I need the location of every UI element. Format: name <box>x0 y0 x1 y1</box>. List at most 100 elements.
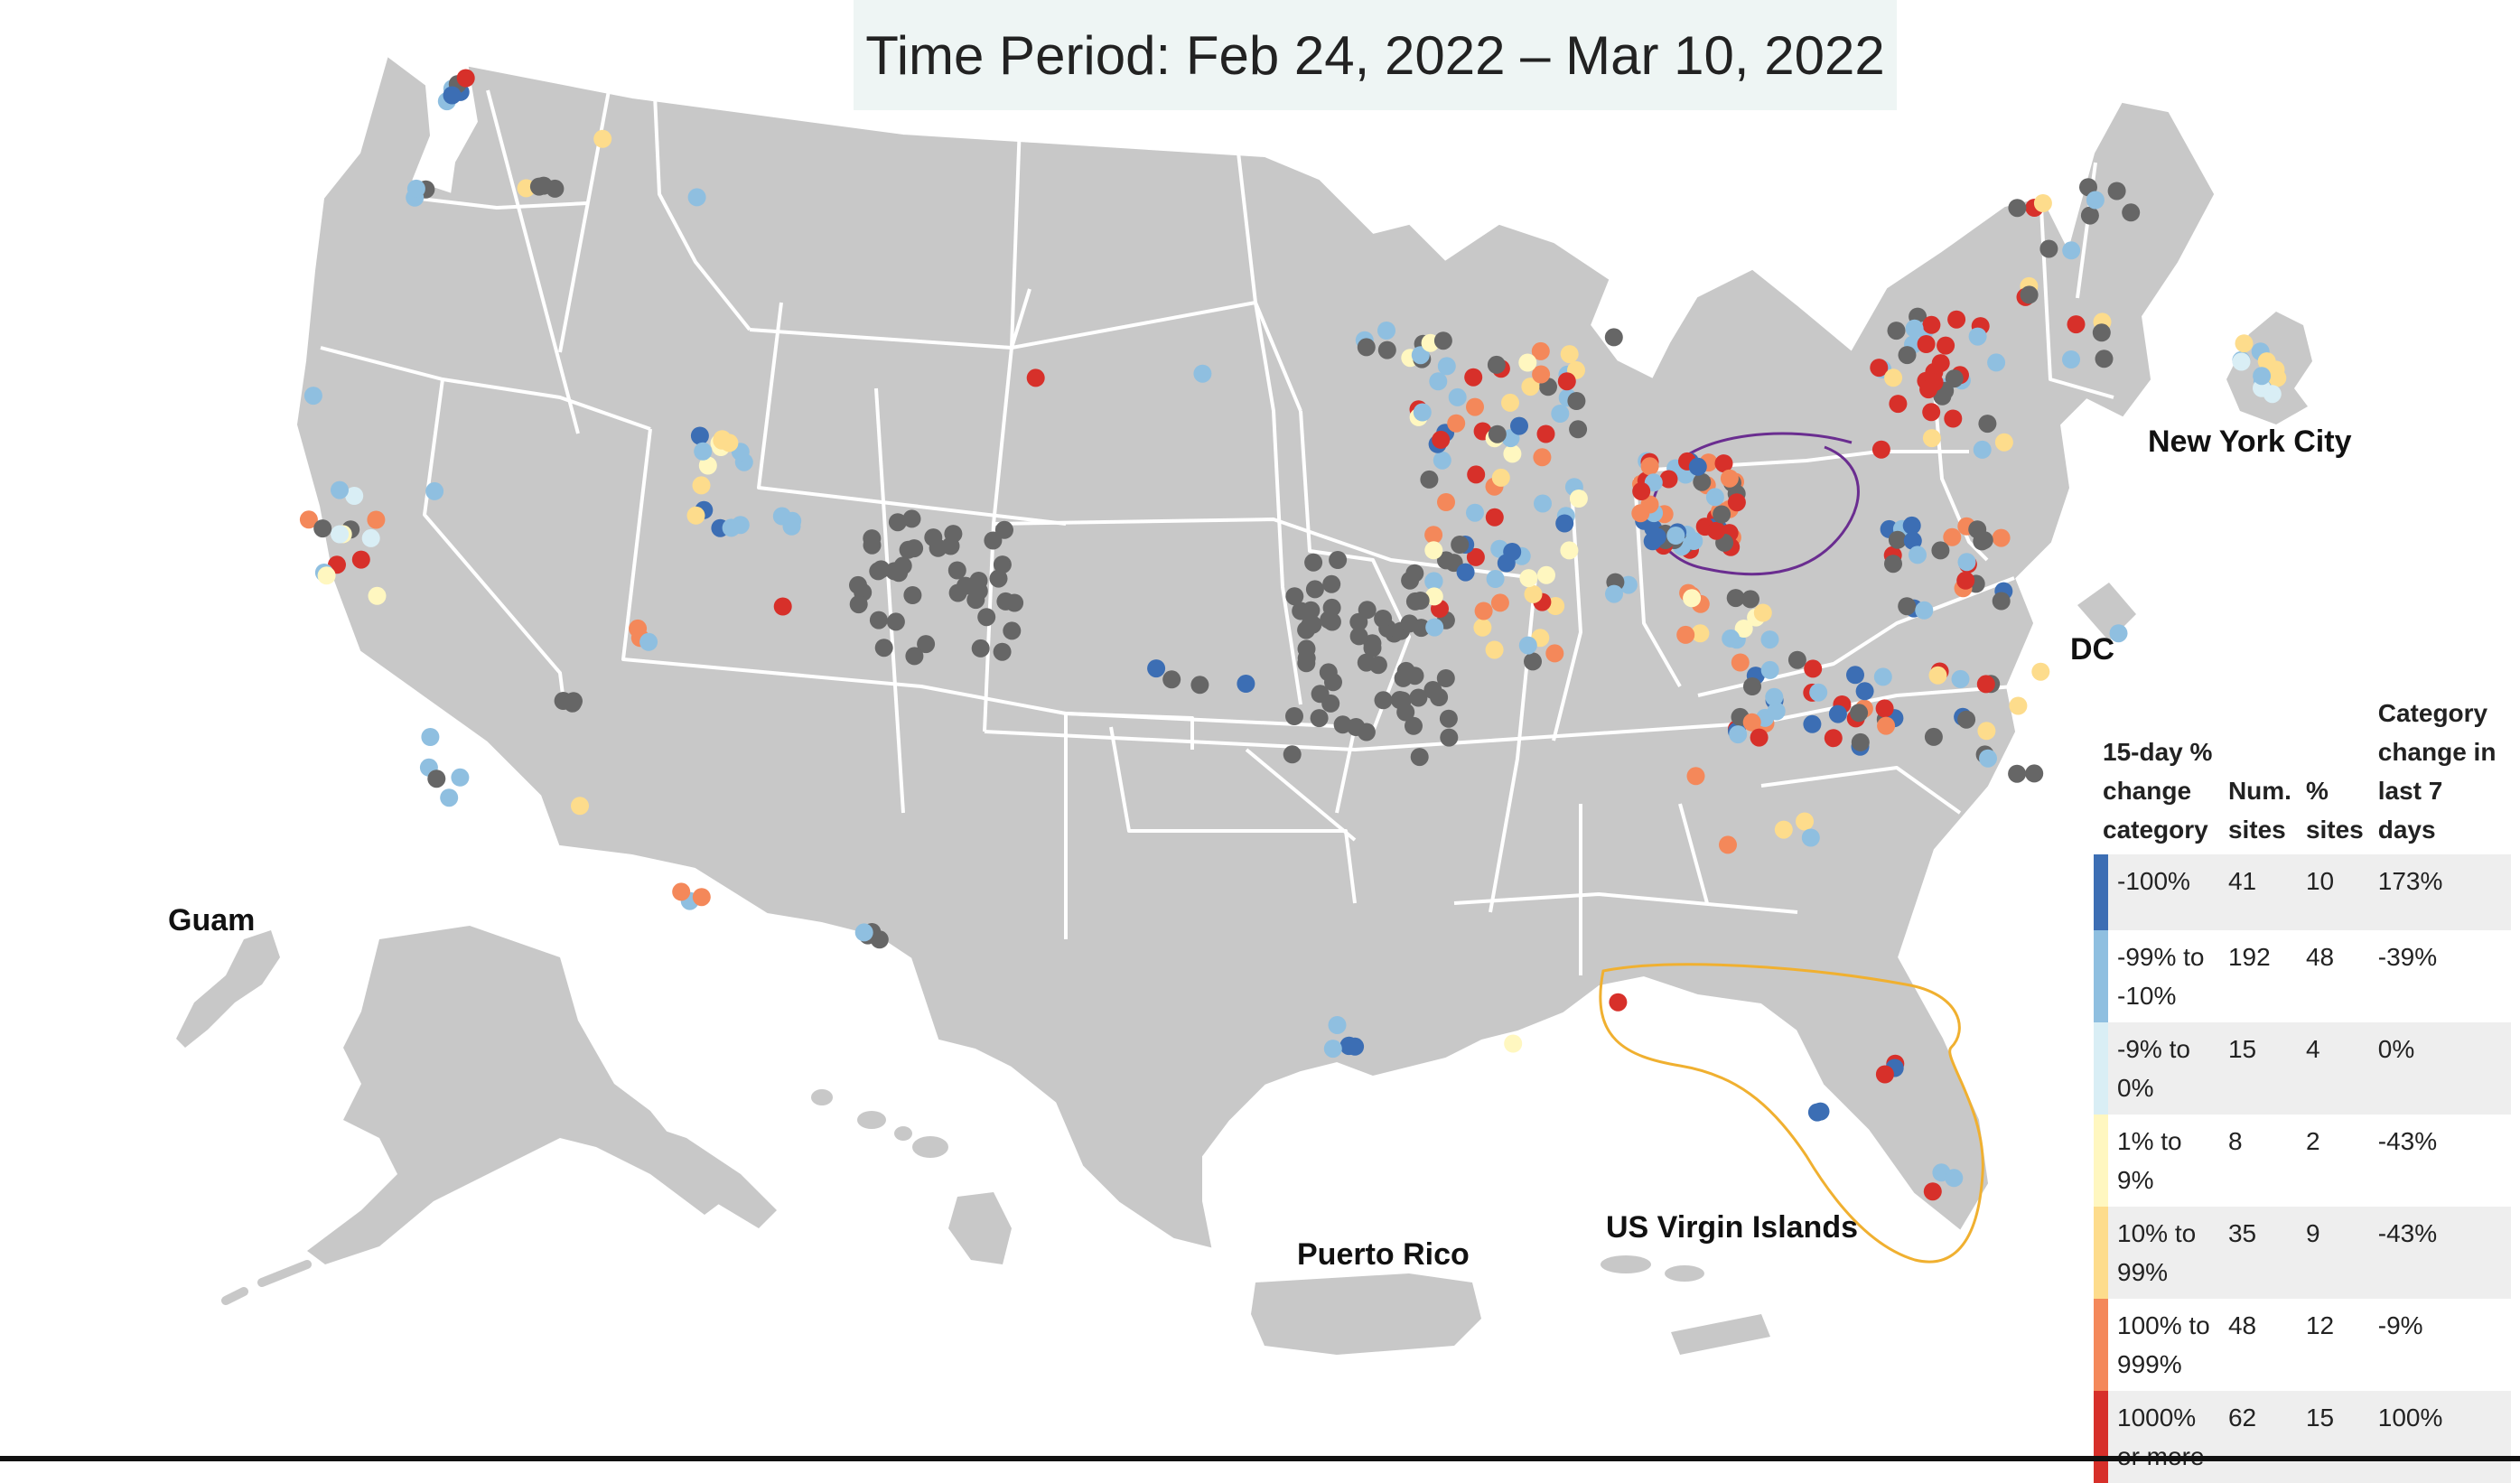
site-dot <box>1560 345 1579 364</box>
site-dot <box>1915 601 1934 620</box>
site-dot <box>903 586 922 604</box>
site-dot <box>1903 531 1922 550</box>
site-dot <box>971 639 990 658</box>
legend-color-swatch <box>2094 930 2108 1022</box>
site-dot <box>1743 677 1761 695</box>
site-dot <box>1753 603 1772 622</box>
legend-pct-sites: 4 <box>2296 1022 2369 1115</box>
site-dot <box>317 566 336 585</box>
site-dot <box>1902 516 1921 535</box>
site-dot <box>1569 420 1588 439</box>
site-dot <box>1931 541 1950 560</box>
site-dot <box>687 188 706 207</box>
site-dot <box>1464 368 1483 387</box>
site-dot <box>1405 564 1424 583</box>
site-dot <box>1357 653 1376 672</box>
site-dot <box>1787 650 1806 669</box>
site-dot <box>1957 553 1976 572</box>
site-dot <box>2109 624 2128 643</box>
site-dot <box>874 639 893 658</box>
site-dot <box>1420 470 1439 489</box>
site-dot <box>1357 338 1376 357</box>
site-dot <box>886 612 905 631</box>
site-dot <box>1968 520 1987 539</box>
site-dot <box>977 608 996 627</box>
site-dot <box>1605 584 1623 603</box>
site-dot <box>1519 569 1538 588</box>
site-dot <box>443 86 462 105</box>
site-dot <box>1923 1182 1942 1201</box>
site-dot <box>1968 327 1987 346</box>
legend-table: 15-day % change category Num. sites % si… <box>2094 694 2511 1483</box>
site-dot <box>989 569 1008 588</box>
site-dot <box>1425 618 1444 637</box>
legend-row: 100% to 999% 48 12 -9% <box>2094 1299 2511 1391</box>
site-dot <box>345 487 364 505</box>
legend-num-sites: 8 <box>2227 1127 2243 1155</box>
site-dot <box>698 456 717 475</box>
site-dot <box>1424 572 1443 591</box>
site-dot <box>1456 563 1475 582</box>
site-dot <box>1323 1040 1342 1059</box>
site-dot <box>1374 610 1393 628</box>
site-dot <box>1765 687 1784 706</box>
site-dot <box>1727 493 1746 512</box>
legend-num-sites: 35 <box>2218 1207 2297 1299</box>
legend-row: 1000% or more6215100% <box>2094 1391 2511 1483</box>
site-dot <box>1957 710 1976 729</box>
site-dot <box>1722 629 1741 648</box>
site-dot <box>368 586 387 605</box>
legend-color-swatch <box>2094 1391 2108 1483</box>
site-dot <box>1943 527 1962 546</box>
site-dot <box>869 611 888 630</box>
site-dot <box>2009 696 2028 715</box>
site-dot <box>1411 346 1430 365</box>
site-dot <box>1742 713 1761 732</box>
site-dot <box>2031 662 2050 681</box>
legend-pct-sites: 12 <box>2305 1311 2335 1339</box>
site-dot <box>1283 745 1302 764</box>
site-dot <box>1329 551 1348 569</box>
site-dot <box>672 882 691 901</box>
site-dot <box>686 506 705 525</box>
ohio-highlight-annotation <box>1650 432 1860 576</box>
site-dot <box>2232 352 2251 371</box>
site-dot <box>1423 681 1442 699</box>
legend-pct-sites: 2 <box>2305 1127 2320 1155</box>
site-dot <box>993 555 1012 574</box>
site-dot <box>1888 530 1907 549</box>
site-dot <box>427 769 446 788</box>
site-dot <box>1377 340 1396 359</box>
site-dot <box>1705 488 1724 507</box>
site-dot <box>1937 336 1955 355</box>
site-dot <box>1333 715 1352 734</box>
site-dot <box>1490 593 1509 612</box>
site-dot <box>1474 602 1493 620</box>
site-dot <box>1358 601 1377 620</box>
bottom-border <box>0 1456 2520 1461</box>
site-dot <box>361 528 380 547</box>
site-dot <box>1305 580 1324 599</box>
site-dot <box>1686 767 1705 786</box>
site-dot <box>351 550 370 569</box>
site-dot <box>1524 652 1542 671</box>
site-dot <box>406 179 425 198</box>
site-dot <box>1551 405 1570 423</box>
site-dot <box>1534 494 1552 513</box>
site-dot <box>2039 239 2058 258</box>
site-dot <box>1688 457 1707 476</box>
site-dot <box>1504 1034 1523 1053</box>
legend-pct-sites: 15 <box>2296 1391 2369 1483</box>
site-dot <box>1917 335 1936 353</box>
site-dot <box>1390 691 1409 709</box>
site-dot <box>888 513 907 532</box>
site-dot <box>1804 659 1823 678</box>
site-dot <box>1488 424 1507 443</box>
site-dot <box>2107 182 2126 201</box>
site-dot <box>1720 469 1739 488</box>
site-dot <box>1719 835 1737 854</box>
legend-change: 0% <box>2368 1022 2511 1115</box>
site-dot <box>1956 571 1975 590</box>
site-dot <box>1734 620 1753 638</box>
